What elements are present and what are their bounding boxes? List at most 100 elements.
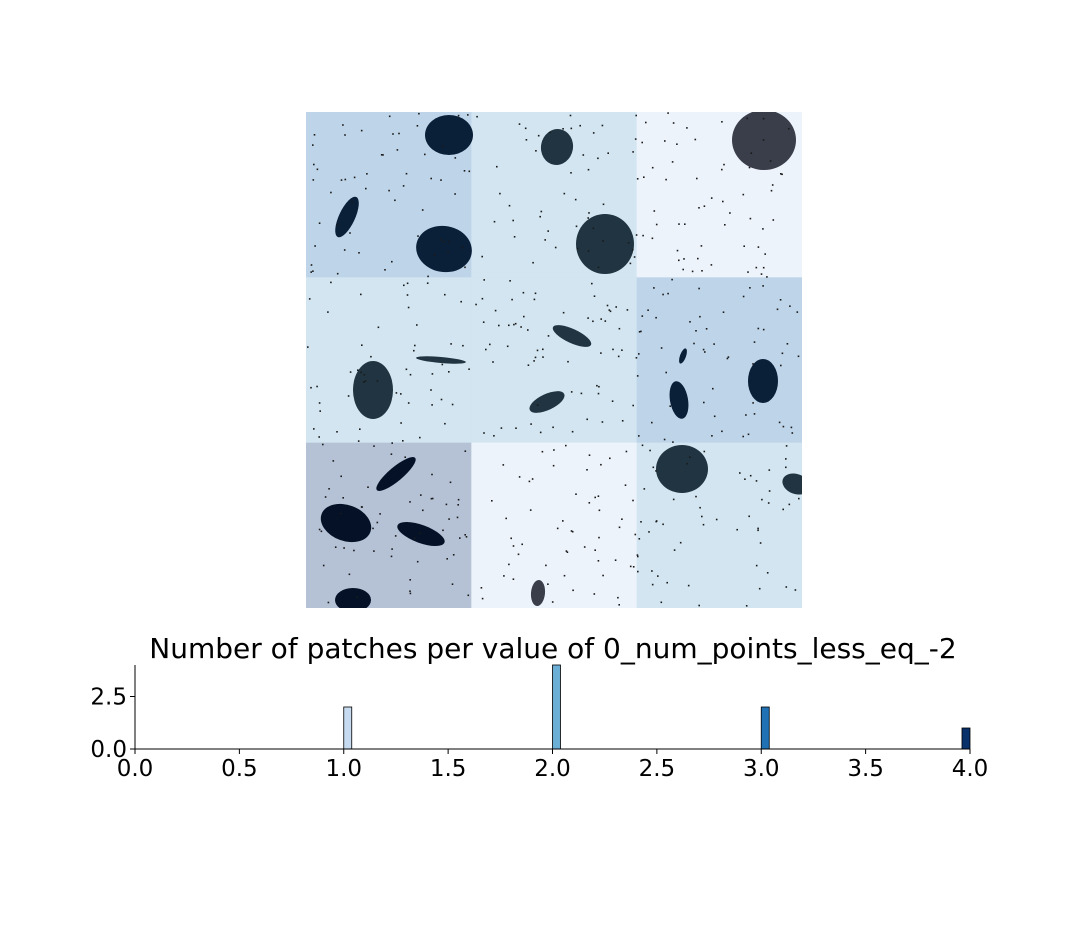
point [339,512,342,515]
point [547,230,549,232]
point [523,315,525,318]
point [657,575,659,577]
point [582,154,585,156]
point [357,440,360,442]
point [629,565,632,568]
blob [416,225,472,273]
point [430,497,433,500]
point [615,306,617,308]
point [598,509,601,512]
point [785,466,787,469]
point [684,223,686,225]
point [747,271,749,273]
point [342,497,344,499]
point [420,494,422,496]
point [705,328,708,330]
point [744,478,746,480]
point [715,518,718,521]
point [596,384,598,387]
point [444,422,446,425]
point [527,329,529,331]
point [755,564,758,567]
point [332,460,335,462]
point [318,222,321,224]
point [651,583,654,586]
point [330,191,332,194]
point [562,520,564,522]
point [693,342,695,345]
point [694,138,697,141]
point [702,523,705,526]
x-tick-label: 0.0 [117,756,154,782]
point [508,204,511,207]
point [597,392,600,395]
point [448,240,450,243]
point [508,324,510,327]
point [314,245,316,247]
point [651,421,653,424]
blob [782,473,802,495]
point [649,449,651,452]
point [588,454,591,456]
point [609,310,612,313]
point [563,192,566,195]
point [467,594,470,597]
point [380,154,383,156]
point [583,546,586,548]
point [655,470,657,472]
point [698,207,700,209]
point [597,560,600,562]
point [768,490,771,492]
point [327,311,329,313]
point [780,173,782,175]
point [549,131,551,134]
point [503,575,505,577]
point [647,309,649,311]
point [527,364,530,366]
point [653,287,655,289]
point [344,178,347,181]
point [601,421,604,423]
point [424,153,426,156]
point [638,353,640,355]
point [457,498,460,501]
point [571,430,574,433]
point [593,295,596,297]
point [498,324,500,327]
point [588,502,591,504]
point [565,550,568,552]
point [579,124,581,127]
point [542,356,544,358]
point [789,305,791,307]
point [416,324,418,326]
point [342,124,344,126]
histogram-bar [343,706,353,750]
point [313,428,315,430]
point [351,201,353,204]
point [316,168,319,171]
point [493,220,496,223]
point [452,554,455,556]
point [422,509,424,512]
point [500,427,503,429]
point [379,513,381,515]
point [665,178,667,181]
point [409,592,412,595]
point [539,215,541,218]
point [627,242,630,244]
point [366,173,368,175]
histogram-bar [552,664,561,750]
point [798,497,800,500]
point [445,503,448,506]
point [780,364,782,367]
point [753,413,756,415]
point [481,597,484,600]
point [388,189,390,192]
point [337,223,339,226]
point [312,270,314,272]
point [512,219,514,222]
point [391,442,393,444]
point [400,422,402,424]
point [322,443,324,446]
point [407,306,410,309]
